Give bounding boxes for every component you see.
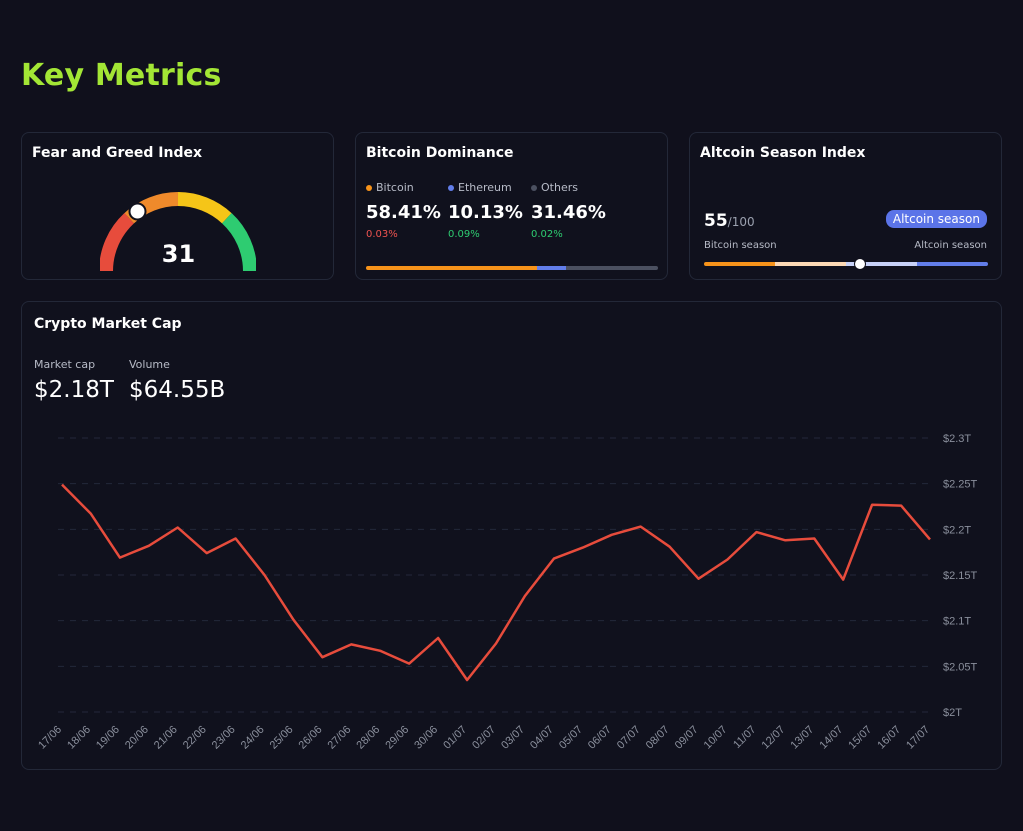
y-tick-label: $2.3T <box>943 433 971 445</box>
volume-stat: Volume $64.55B <box>129 358 225 403</box>
x-tick-label: 05/07 <box>557 724 585 752</box>
bitcoin-legend-dot <box>366 184 372 191</box>
altcoin-season-indicator <box>854 258 867 270</box>
x-tick-label: 17/07 <box>904 724 932 752</box>
bitcoin-season-label: Bitcoin season <box>704 240 777 251</box>
x-tick-label: 02/07 <box>470 724 498 752</box>
x-tick-label: 25/06 <box>268 724 296 752</box>
x-tick-label: 01/07 <box>441 724 469 752</box>
ethereum-dominance-change: 0.09% <box>448 229 480 240</box>
bitcoin-label: Bitcoin <box>376 181 414 194</box>
dominance-ethereum: Ethereum 10.13% 0.09% <box>448 181 523 240</box>
slider-segment-2 <box>775 262 846 266</box>
ethereum-dominance-value: 10.13% <box>448 202 523 223</box>
x-tick-label: 20/06 <box>123 724 151 752</box>
altcoin-season-slider <box>704 258 988 270</box>
market-cap-label: Market cap <box>34 358 96 371</box>
bitcoin-dominance-title: Bitcoin Dominance <box>366 145 514 161</box>
gauge-segment-greed <box>177 192 232 224</box>
market-cap-line <box>61 483 931 682</box>
slider-segment-4 <box>917 262 988 266</box>
x-tick-label: 11/07 <box>731 724 758 751</box>
x-tick-label: 16/07 <box>875 724 903 752</box>
market-cap-title: Crypto Market Cap <box>34 316 182 332</box>
x-tick-label: 08/07 <box>644 724 672 752</box>
x-tick-label: 30/06 <box>412 724 440 752</box>
y-tick-label: $2.2T <box>943 524 971 536</box>
x-tick-label: 15/07 <box>846 724 874 752</box>
dominance-bar <box>366 266 658 270</box>
y-tick-label: $2.25T <box>943 479 978 491</box>
gauge-segment-extreme-fear <box>100 213 135 272</box>
x-tick-label: 18/06 <box>65 724 93 752</box>
altcoin-season-title: Altcoin Season Index <box>700 145 866 161</box>
x-tick-label: 23/06 <box>210 724 238 752</box>
market-cap-chart: $2T $2.05T $2.1T $2.15T $2.2T $2.25T $2.3T 17/0… <box>36 433 978 752</box>
x-tick-label: 26/06 <box>297 724 325 752</box>
x-tick-label: 24/06 <box>239 724 267 752</box>
dominance-others: Others 31.46% 0.02% <box>531 181 606 240</box>
dominance-bar-ethereum <box>536 266 567 270</box>
x-tick-label: 03/07 <box>499 724 527 752</box>
x-tick-label: 19/06 <box>94 724 122 752</box>
dominance-bitcoin: Bitcoin 58.41% 0.03% <box>366 181 441 240</box>
x-tick-label: 09/07 <box>673 724 701 752</box>
fear-greed-value: 31 <box>161 240 196 268</box>
page-title: Key Metrics <box>21 58 222 93</box>
x-tick-label: 21/06 <box>152 724 180 752</box>
x-tick-label: 14/07 <box>817 724 845 752</box>
others-dominance-value: 31.46% <box>531 202 606 223</box>
bitcoin-dominance-card: Bitcoin Dominance Bitcoin 58.41% 0.03% E… <box>355 132 668 280</box>
altcoin-season-max: /100 <box>727 215 755 229</box>
market-cap-card: Crypto Market Cap Market cap $2.18T Volu… <box>21 301 1002 770</box>
market-cap-value: $2.18T <box>34 377 114 403</box>
y-tick-label: $2.05T <box>943 661 978 673</box>
gauge-indicator <box>128 202 147 221</box>
y-tick-label: $2.1T <box>943 616 971 628</box>
x-tick-label: 22/06 <box>181 724 209 752</box>
dominance-bar-bitcoin <box>366 266 537 270</box>
x-tick-label: 10/07 <box>702 724 730 752</box>
bitcoin-dominance-value: 58.41% <box>366 202 441 223</box>
altcoin-season-label: Altcoin season <box>914 240 987 251</box>
others-dominance-change: 0.02% <box>531 229 563 240</box>
others-label: Others <box>541 181 578 194</box>
x-tick-label: 12/07 <box>760 724 788 752</box>
market-cap-stat: Market cap $2.18T <box>34 358 114 403</box>
y-tick-label: $2.15T <box>943 570 978 582</box>
altcoin-season-badge: Altcoin season <box>885 210 987 228</box>
others-legend-dot <box>531 184 537 191</box>
x-tick-label: 29/06 <box>383 724 411 752</box>
bitcoin-dominance-change: 0.03% <box>366 229 398 240</box>
dominance-bar-others <box>566 266 658 270</box>
y-tick-label: $2T <box>943 707 962 719</box>
fear-greed-gauge <box>100 192 256 272</box>
gauge-segment-extreme-greed <box>221 213 256 272</box>
altcoin-season-number: 55 <box>704 211 728 231</box>
x-tick-label: 07/07 <box>615 724 643 752</box>
x-tick-label: 04/07 <box>528 724 556 752</box>
volume-label: Volume <box>129 358 170 371</box>
x-tick-label: 17/06 <box>36 724 64 752</box>
altcoin-season-card: Altcoin Season Index 55/100 Altcoin seas… <box>689 132 1002 280</box>
ethereum-legend-dot <box>448 184 454 191</box>
volume-value: $64.55B <box>129 377 226 403</box>
ethereum-label: Ethereum <box>458 181 512 194</box>
slider-segment-1 <box>704 262 775 266</box>
fear-greed-card: Fear and Greed Index 31 <box>21 132 334 280</box>
slider-segment-3 <box>846 262 917 266</box>
fear-greed-title: Fear and Greed Index <box>32 145 203 161</box>
x-tick-label: 28/06 <box>354 724 382 752</box>
altcoin-season-value: 55/100 <box>704 211 755 231</box>
x-tick-label: 06/07 <box>586 724 614 752</box>
x-tick-label: 13/07 <box>788 724 816 752</box>
x-tick-label: 27/06 <box>326 724 354 752</box>
